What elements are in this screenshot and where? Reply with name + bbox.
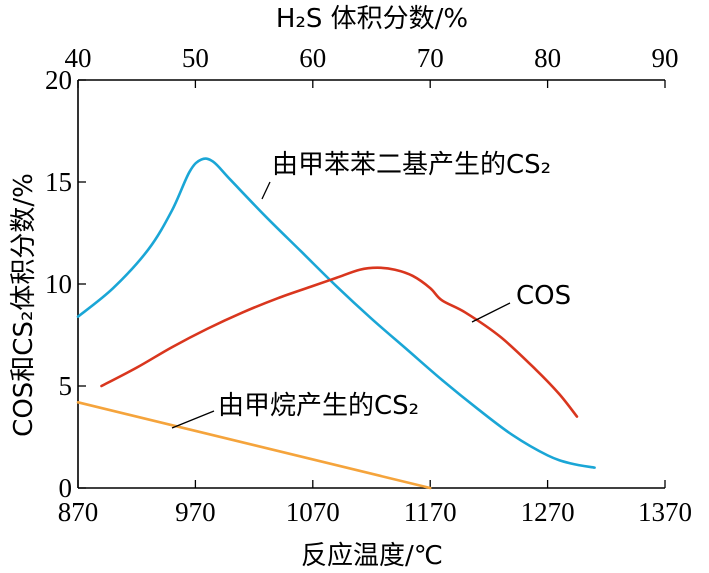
- y-tick-label: 20: [45, 65, 72, 95]
- x2-tick-label: 90: [652, 43, 679, 73]
- x2-tick-label: 50: [182, 43, 209, 73]
- x2-tick-label: 60: [299, 43, 326, 73]
- series-layer: [76, 157, 596, 490]
- series-label-group: 由甲苯苯二基产生的CS₂ COS 由甲烷产生的CS₂: [171, 150, 571, 429]
- methane-cs2-label: 由甲烷产生的CS₂: [218, 391, 419, 421]
- cos-leader-line: [471, 302, 511, 323]
- tick-group: 870 970 1070 1170 1270 1370 40 50 60 70 80 90 0 5 10 15…: [45, 43, 692, 527]
- toluene-cs2-line: [76, 157, 596, 469]
- x2-tick-label: 70: [417, 43, 444, 73]
- toluene-cs2-leader-line: [261, 181, 271, 200]
- cos-label: COS: [516, 281, 571, 311]
- x-tick-label: 1170: [404, 497, 457, 527]
- y-tick-label: 5: [59, 371, 73, 401]
- x-tick-label: 870: [58, 497, 99, 527]
- methane-cs2-leader-line: [171, 410, 215, 429]
- cos-line: [100, 266, 579, 418]
- x2-axis-title: H₂S 体积分数/%: [276, 4, 468, 34]
- y-axis-title: COS和CS₂体积分数/%: [9, 173, 39, 437]
- plot-frame: [77, 79, 665, 489]
- x-tick-label: 1270: [521, 497, 575, 527]
- y-tick-label: 0: [59, 473, 73, 503]
- toluene-cs2-label: 由甲苯苯二基产生的CS₂: [272, 150, 551, 180]
- methane-cs2-line: [76, 401, 432, 490]
- x-axis-title: 反应温度/℃: [301, 541, 443, 571]
- x2-tick-label: 80: [534, 43, 561, 73]
- y-tick-label: 10: [45, 269, 72, 299]
- x2-tick-label: 40: [65, 43, 92, 73]
- x-tick-label: 1070: [286, 497, 340, 527]
- y-tick-label: 15: [45, 167, 72, 197]
- x-tick-label: 970: [175, 497, 216, 527]
- x-tick-label: 1370: [638, 497, 692, 527]
